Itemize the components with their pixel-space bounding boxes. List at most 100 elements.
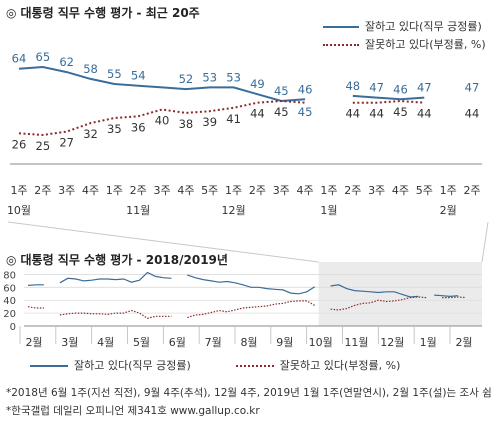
- approve-line-segment-1: [352, 94, 425, 101]
- disapprove-data-label: 32: [83, 127, 98, 141]
- top-tick-label: 5주: [416, 184, 433, 197]
- top-tick-label: 3주: [153, 184, 170, 197]
- approve-data-label: 52: [179, 72, 194, 86]
- bottom-legend: 잘하고 있다(직무 긍정률) 잘못하고 있다(부정률, %): [30, 357, 400, 373]
- bottom-month-label: 3월: [61, 336, 78, 349]
- disapprove-history-segment-3: [330, 296, 427, 311]
- y-tick-label: 40: [3, 296, 16, 307]
- approve-data-label: 45: [298, 105, 313, 119]
- approve-data-label: 64: [12, 52, 27, 66]
- top-tick-label: 2주: [249, 184, 266, 197]
- bottom-month-label: 10월: [309, 336, 333, 349]
- top-tick-label: 3주: [368, 184, 385, 197]
- approve-data-label: 47: [465, 81, 480, 95]
- disapprove-data-label: 44: [465, 107, 480, 121]
- circle-mark-icon: ◎: [6, 253, 17, 267]
- bottom-month-label: 2월: [25, 336, 42, 349]
- disapprove-data-label: 44: [250, 107, 265, 121]
- disapprove-line-segment-1: [352, 99, 425, 104]
- disapprove-data-label: 36: [131, 120, 146, 134]
- top-tick-label: 4주: [392, 184, 409, 197]
- disapprove-data-label: 45: [393, 105, 408, 119]
- legend-item-disapprove: 잘못하고 있다(부정률, %): [235, 359, 400, 372]
- approve-data-label: 46: [393, 82, 408, 96]
- y-tick-label: 0: [10, 322, 16, 333]
- bottom-month-label: 11월: [344, 336, 368, 349]
- top-chart-title: ◎ 대통령 직무 수행 평가 - 최근 20주: [6, 6, 200, 20]
- disapprove-history-segment-0: [27, 306, 44, 309]
- disapprove-history-segment-1: [59, 309, 172, 319]
- disapprove-data-label: 26: [12, 137, 27, 151]
- approve-data-label: 62: [59, 55, 74, 69]
- top-tick-label: 1주: [10, 184, 27, 197]
- top-tick-label: 4주: [177, 184, 194, 197]
- top-month-label: 11월: [126, 204, 150, 217]
- top-month-label: 10월: [7, 204, 31, 217]
- footnote-schedule: *2018년 6월 1주(지선 직전), 9월 4주(추석), 12월 4주, …: [6, 387, 491, 399]
- top-month-label: 12월: [222, 204, 246, 217]
- disapprove-data-label: 40: [155, 114, 170, 128]
- y-tick-label: 60: [3, 283, 16, 294]
- bottom-month-label: 1월: [420, 336, 437, 349]
- dotted-line-icon: [235, 365, 274, 367]
- disapprove-data-label: 45: [274, 105, 289, 119]
- y-tick-label: 20: [3, 309, 16, 320]
- approve-history-segment-3: [330, 284, 419, 298]
- approve-data-label: 54: [131, 69, 146, 83]
- solid-line-icon: [323, 26, 359, 28]
- approve-data-label: 55: [107, 67, 122, 81]
- approve-history-segment-2: [187, 274, 316, 295]
- zoom-connector-right: [481, 221, 489, 263]
- top-tick-label: 3주: [273, 184, 290, 197]
- top-tick-label: 4주: [297, 184, 314, 197]
- disapprove-history-segment-2: [187, 300, 315, 319]
- bottom-month-label: 12월: [380, 336, 404, 349]
- approve-history-segment-1: [59, 271, 172, 284]
- legend-item-approve: 잘하고 있다(직무 긍정률): [323, 18, 486, 36]
- legend-item-disapprove: 잘못하고 있다(부정률, %): [323, 36, 486, 54]
- zoom-connector-left: [7, 221, 319, 263]
- approve-data-label: 49: [250, 77, 265, 91]
- top-month-label: 2월: [440, 204, 457, 217]
- bottom-month-label: 6월: [169, 336, 186, 349]
- disapprove-data-label: 44: [369, 107, 384, 121]
- disapprove-data-label: 44: [345, 107, 360, 121]
- disapprove-data-label: 25: [36, 139, 51, 153]
- solid-line-icon: [30, 365, 68, 367]
- approve-data-label: 58: [83, 62, 98, 76]
- top-tick-label: 3주: [58, 184, 75, 197]
- approve-data-label: 53: [226, 70, 241, 84]
- bottom-chart-title: ◎ 대통령 직무 수행 평가 - 2018/2019년: [6, 253, 228, 267]
- y-tick-label: 80: [3, 270, 16, 281]
- footnote-source: *한국갤럽 데일리 오피니언 제341호 www.gallup.co.kr: [6, 405, 260, 417]
- bottom-month-label: 7월: [205, 336, 222, 349]
- approve-data-label: 48: [345, 79, 360, 93]
- approve-history-segment-0: [27, 284, 44, 286]
- top-tick-label: 2주: [463, 184, 480, 197]
- top-month-label: 1월: [320, 204, 337, 217]
- disapprove-data-label: 35: [107, 122, 122, 136]
- top-tick-label: 1주: [320, 184, 337, 197]
- approve-data-label: 65: [36, 50, 51, 64]
- legend-item-approve: 잘하고 있다(직무 긍정률): [30, 359, 191, 372]
- approve-data-label: 47: [417, 81, 432, 95]
- top-tick-label: 2주: [130, 184, 147, 197]
- disapprove-history-segment-4: [442, 296, 467, 299]
- bottom-month-label: 8월: [240, 336, 257, 349]
- approve-data-label: 46: [298, 82, 313, 96]
- approve-data-label: 47: [369, 81, 384, 95]
- disapprove-data-label: 38: [179, 117, 194, 131]
- approve-history-segment-4: [434, 294, 459, 298]
- top-tick-label: 2주: [34, 184, 51, 197]
- disapprove-data-label: 41: [226, 112, 241, 126]
- dotted-line-icon: [323, 44, 359, 46]
- top-legend: 잘하고 있다(직무 긍정률) 잘못하고 있다(부정률, %): [323, 18, 486, 54]
- top-tick-label: 1주: [440, 184, 457, 197]
- approve-data-label: 45: [274, 84, 289, 98]
- approve-data-label: 53: [202, 70, 217, 84]
- disapprove-data-label: 39: [202, 115, 217, 129]
- top-tick-label: 2주: [344, 184, 361, 197]
- bottom-month-label: 5월: [133, 336, 150, 349]
- bottom-month-label: 2월: [455, 336, 472, 349]
